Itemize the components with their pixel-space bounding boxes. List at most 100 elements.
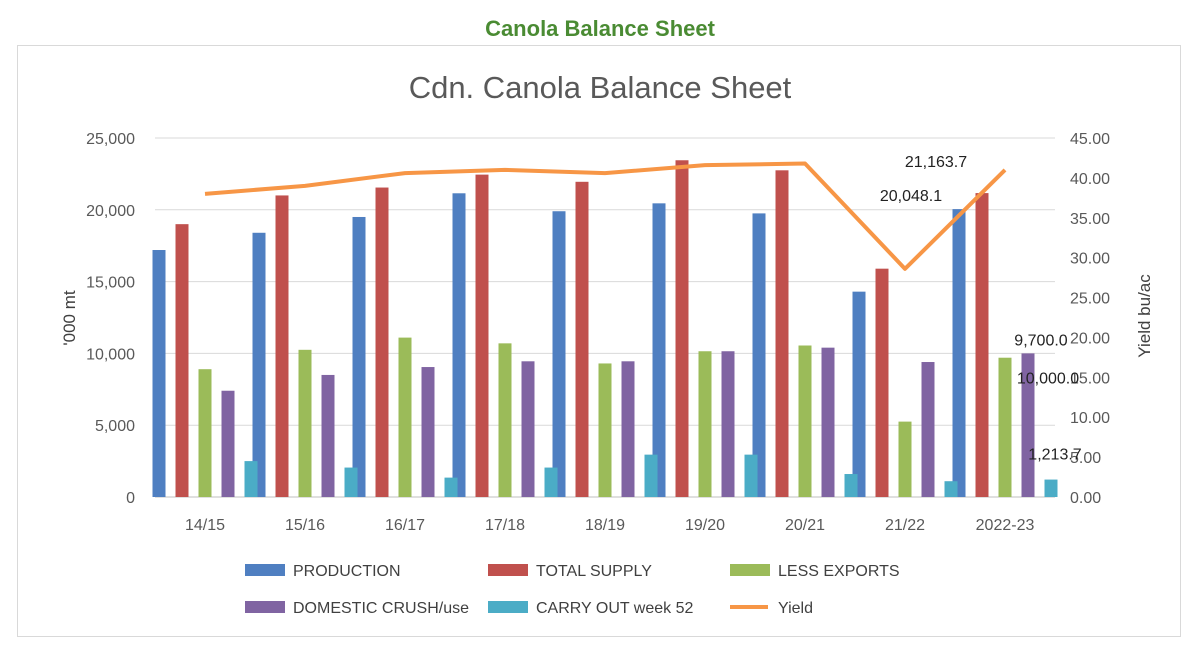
data-label: 1,213.7 xyxy=(1028,447,1081,464)
bar-carry-out-week-52 xyxy=(544,467,558,497)
bar-less-exports xyxy=(198,369,212,497)
y2-tick-label: 10.00 xyxy=(1070,410,1110,427)
bar-less-exports xyxy=(898,421,912,497)
bar-total-supply xyxy=(375,187,389,498)
y-tick-label: 5,000 xyxy=(95,418,135,435)
bar-total-supply xyxy=(275,195,289,497)
x-axis-ticks: 14/15 15/16 16/17 17/18 18/19 19/20 20/21 21/22… xyxy=(185,517,1034,534)
y2-tick-label: 5.00 xyxy=(1070,450,1101,467)
y-tick-label: 10,000 xyxy=(86,346,135,363)
bar-domestic-crush-use xyxy=(821,347,835,497)
bar-total-supply xyxy=(875,268,889,497)
x-tick-label: 17/18 xyxy=(485,517,525,534)
bar-production xyxy=(452,193,466,497)
legend-label-less-exports: LESS EXPORTS xyxy=(778,563,900,580)
legend-swatch-carry-out-week-52 xyxy=(488,601,528,613)
bar-total-supply xyxy=(675,160,689,497)
x-tick-label: 19/20 xyxy=(685,517,725,534)
bar-domestic-crush-use xyxy=(721,351,735,497)
bar-total-supply xyxy=(175,224,189,497)
y-axis-title: '000 mt xyxy=(60,290,79,345)
legend-label-production: PRODUCTION xyxy=(293,563,401,580)
yield-line xyxy=(204,161,1007,271)
bar-less-exports xyxy=(398,337,412,497)
y2-axis-title: Yield bu/ac xyxy=(1135,274,1154,358)
bar-production xyxy=(152,250,166,497)
data-label: 9,700.0 xyxy=(1014,333,1067,350)
y-tick-label: 0 xyxy=(126,490,135,507)
bar-less-exports xyxy=(498,343,512,497)
bar-production xyxy=(352,216,366,498)
bar-production xyxy=(952,209,966,497)
chart-title: Cdn. Canola Balance Sheet xyxy=(409,70,792,105)
bar-production xyxy=(252,232,266,497)
bar-domestic-crush-use xyxy=(921,362,935,497)
bar-production xyxy=(552,211,566,497)
y2-tick-label: 25.00 xyxy=(1070,291,1110,308)
bar-total-supply xyxy=(475,174,489,498)
legend-swatch-production xyxy=(245,564,285,576)
bar-less-exports xyxy=(798,345,812,497)
bar-domestic-crush-use xyxy=(521,361,535,497)
bar-domestic-crush-use xyxy=(421,367,435,497)
bar-carry-out-week-52 xyxy=(644,454,658,497)
bar-carry-out-week-52 xyxy=(344,467,358,497)
bars-group xyxy=(152,160,1058,498)
bar-less-exports xyxy=(698,351,712,497)
bar-production xyxy=(752,213,766,497)
y-tick-label: 25,000 xyxy=(86,131,135,148)
y-axis-ticks: 0 5,000 10,000 15,000 20,000 25,000 xyxy=(86,131,135,507)
chart-legend: PRODUCTION TOTAL SUPPLY LESS EXPORTS DOMEST… xyxy=(245,563,900,617)
y-tick-label: 20,000 xyxy=(86,203,135,220)
y2-tick-label: 0.00 xyxy=(1070,490,1101,507)
x-tick-label: 20/21 xyxy=(785,517,825,534)
bar-carry-out-week-52 xyxy=(744,454,758,497)
bar-production xyxy=(852,291,866,497)
bar-carry-out-week-52 xyxy=(944,481,958,497)
bar-domestic-crush-use xyxy=(221,390,235,497)
chart-frame xyxy=(17,45,1181,637)
bar-domestic-crush-use xyxy=(321,374,335,497)
bar-carry-out-week-52 xyxy=(844,474,858,497)
data-label: 20,048.1 xyxy=(880,188,942,205)
legend-swatch-less-exports xyxy=(730,564,770,576)
y-tick-label: 15,000 xyxy=(86,275,135,292)
page-title: Canola Balance Sheet xyxy=(485,16,715,41)
legend-label-domestic-crush-use: DOMESTIC CRUSH/use xyxy=(293,600,469,617)
bar-production xyxy=(652,203,666,497)
x-tick-label: 18/19 xyxy=(585,517,625,534)
data-label: 21,163.7 xyxy=(905,154,967,171)
y2-tick-label: 45.00 xyxy=(1070,131,1110,148)
bar-less-exports xyxy=(598,363,612,497)
y2-tick-label: 20.00 xyxy=(1070,330,1110,347)
y2-tick-label: 30.00 xyxy=(1070,251,1110,268)
y2-axis-ticks: 0.00 5.00 10.00 15.00 20.00 25.00 30.00 35.00 40… xyxy=(1070,131,1110,507)
x-tick-label: 16/17 xyxy=(385,517,425,534)
data-label: 10,000.0 xyxy=(1017,370,1079,387)
x-tick-label: 21/22 xyxy=(885,517,925,534)
x-tick-label: 2022-23 xyxy=(976,517,1035,534)
legend-swatch-domestic-crush-use xyxy=(245,601,285,613)
x-tick-label: 15/16 xyxy=(285,517,325,534)
bar-carry-out-week-52 xyxy=(444,477,458,497)
bar-domestic-crush-use xyxy=(1021,353,1035,497)
y2-tick-label: 15.00 xyxy=(1070,370,1110,387)
bar-total-supply xyxy=(575,181,589,497)
legend-swatch-total-supply xyxy=(488,564,528,576)
legend-label-carry-out-week-52: CARRY OUT week 52 xyxy=(536,600,694,617)
legend-label-total-supply: TOTAL SUPPLY xyxy=(536,563,652,580)
bar-total-supply xyxy=(975,193,989,497)
y2-tick-label: 40.00 xyxy=(1070,171,1110,188)
data-labels: 20,048.1 21,163.7 9,700.0 10,000.0 1,213.7 xyxy=(880,154,1082,463)
bar-less-exports xyxy=(298,349,312,497)
yield-line-group xyxy=(204,161,1007,271)
bar-carry-out-week-52 xyxy=(1044,479,1058,497)
legend-label-yield: Yield xyxy=(778,600,813,617)
bar-total-supply xyxy=(775,170,789,497)
y2-tick-label: 35.00 xyxy=(1070,211,1110,228)
x-tick-label: 14/15 xyxy=(185,517,225,534)
bar-domestic-crush-use xyxy=(621,361,635,497)
bar-carry-out-week-52 xyxy=(244,461,258,497)
bar-less-exports xyxy=(998,357,1012,497)
